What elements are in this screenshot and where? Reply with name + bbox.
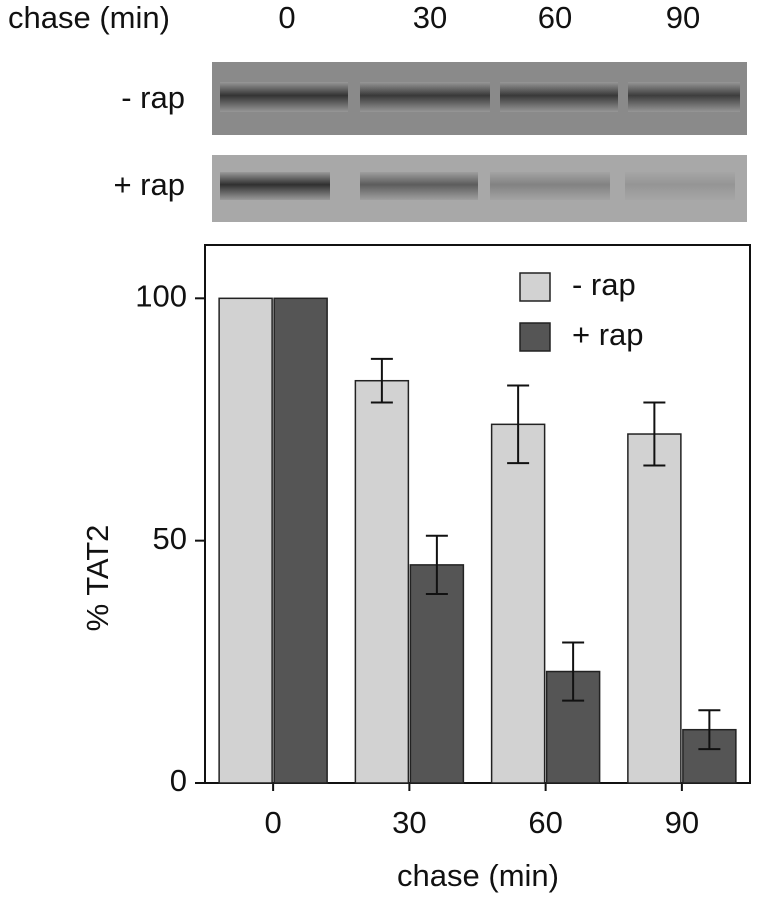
- x-tick-label: 0: [265, 805, 282, 840]
- error-bar: [425, 534, 448, 595]
- x-tick-label: 30: [392, 805, 426, 840]
- x-tick-label: 90: [665, 805, 699, 840]
- bar: [627, 433, 682, 784]
- x-tick-label: 60: [528, 805, 562, 840]
- y-tick-label: 50: [153, 521, 187, 556]
- x-axis-label: chase (min): [397, 858, 559, 893]
- gel-row-label: + rap: [113, 167, 185, 202]
- legend-label: - rap: [572, 267, 636, 302]
- lane-label: 0: [278, 0, 295, 35]
- legend-swatch: [519, 272, 551, 302]
- gel-row-label: - rap: [121, 80, 185, 115]
- error-bar: [643, 401, 666, 467]
- legend-swatch: [519, 322, 551, 352]
- gel-strip: [212, 62, 747, 135]
- error-bar: [507, 384, 530, 465]
- gel-header: chase (min): [8, 0, 170, 35]
- bar: [490, 423, 546, 784]
- y-axis-label: % TAT2: [80, 525, 115, 632]
- y-tick-label: 100: [135, 279, 187, 314]
- bar: [273, 297, 328, 784]
- bar: [218, 297, 273, 784]
- error-bar: [370, 357, 393, 404]
- legend-label: + rap: [572, 317, 644, 352]
- bar: [354, 379, 410, 784]
- gel-strip: [212, 155, 747, 222]
- lane-label: 90: [666, 0, 700, 35]
- lane-label: 30: [413, 0, 447, 35]
- lane-label: 60: [538, 0, 572, 35]
- error-bar: [562, 641, 585, 702]
- error-bar: [698, 709, 721, 751]
- bar: [409, 564, 465, 784]
- plot-frame: [204, 244, 751, 784]
- y-tick-label: 0: [170, 763, 187, 798]
